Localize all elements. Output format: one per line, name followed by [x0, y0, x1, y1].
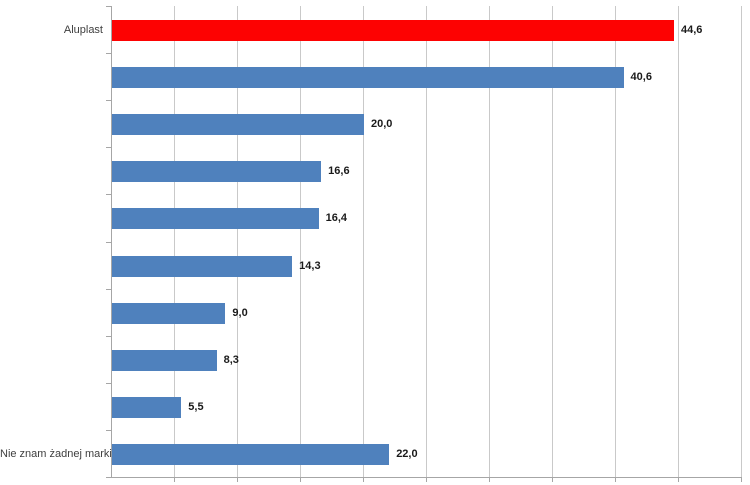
y-axis-tick: [106, 242, 111, 243]
x-axis-tick: [741, 478, 742, 482]
gridline: [174, 6, 175, 477]
x-axis-tick: [615, 478, 616, 482]
x-axis-tick: [237, 478, 238, 482]
value-label: 5,5: [188, 400, 204, 413]
chart-row: 16,4: [112, 194, 742, 241]
x-axis-tick: [489, 478, 490, 482]
gridline: [363, 6, 364, 477]
y-axis-tick: [106, 383, 111, 384]
value-label: 16,4: [325, 212, 348, 225]
gridline: [489, 6, 490, 477]
chart-row: 8,3: [112, 336, 742, 383]
value-label: 14,3: [299, 259, 321, 272]
value-label: 20,0: [371, 118, 393, 131]
plot-area: Aluplast 44,6 40,6 20,0 16,6 16,4 14,3 9,0 8,3 5,…: [0, 6, 742, 482]
bar: [112, 208, 319, 230]
y-axis-line: [111, 6, 112, 477]
bar: [112, 443, 390, 465]
y-axis-tick: [106, 147, 111, 148]
chart-row: 14,3: [112, 242, 742, 289]
x-axis-tick: [552, 478, 553, 482]
y-axis-tick: [106, 6, 111, 7]
bar: [112, 161, 322, 183]
x-axis-tick: [363, 478, 364, 482]
bar: [112, 114, 364, 136]
value-label: 22,0: [396, 447, 418, 460]
chart-row: Aluplast 44,6: [64, 6, 742, 53]
value-label: 8,3: [223, 353, 239, 366]
bar: [112, 255, 293, 277]
bar: [112, 349, 217, 371]
bar: [112, 67, 624, 89]
gridline: [678, 6, 679, 477]
value-label: 16,6: [328, 165, 350, 178]
value-label: 40,6: [630, 71, 652, 84]
gridline: [426, 6, 427, 477]
y-axis-tick: [106, 336, 111, 337]
chart-row: 40,6: [112, 53, 742, 100]
y-axis-tick: [106, 53, 111, 54]
chart-row: 20,0: [112, 100, 742, 147]
gridline: [741, 6, 742, 477]
y-axis-tick: [106, 477, 111, 478]
category-label: Aluplast: [63, 24, 103, 37]
bar: [112, 396, 182, 418]
bar: [112, 302, 226, 324]
gridline: [300, 6, 301, 477]
x-axis-tick: [300, 478, 301, 482]
gridline: [552, 6, 553, 477]
value-label: 9,0: [232, 306, 248, 319]
x-axis-tick: [678, 478, 679, 482]
category-label: Nie znam żadnej marki: [0, 447, 112, 460]
highlight-bar: [112, 20, 674, 42]
chart-row: 9,0: [112, 289, 742, 336]
y-axis-tick: [106, 430, 111, 431]
chart-row: 16,6: [112, 147, 742, 194]
gridline: [615, 6, 616, 477]
y-axis-tick: [106, 194, 111, 195]
gridline: [237, 6, 238, 477]
y-axis-tick: [106, 289, 111, 290]
x-axis-tick: [426, 478, 427, 482]
value-label: 44,6: [680, 24, 703, 37]
chart-row: Nie znam żadnej marki 22,0: [0, 430, 742, 477]
y-axis-tick: [106, 100, 111, 101]
x-axis-tick: [174, 478, 175, 482]
x-axis-line: [111, 477, 742, 478]
chart-row: 5,5: [112, 383, 742, 430]
